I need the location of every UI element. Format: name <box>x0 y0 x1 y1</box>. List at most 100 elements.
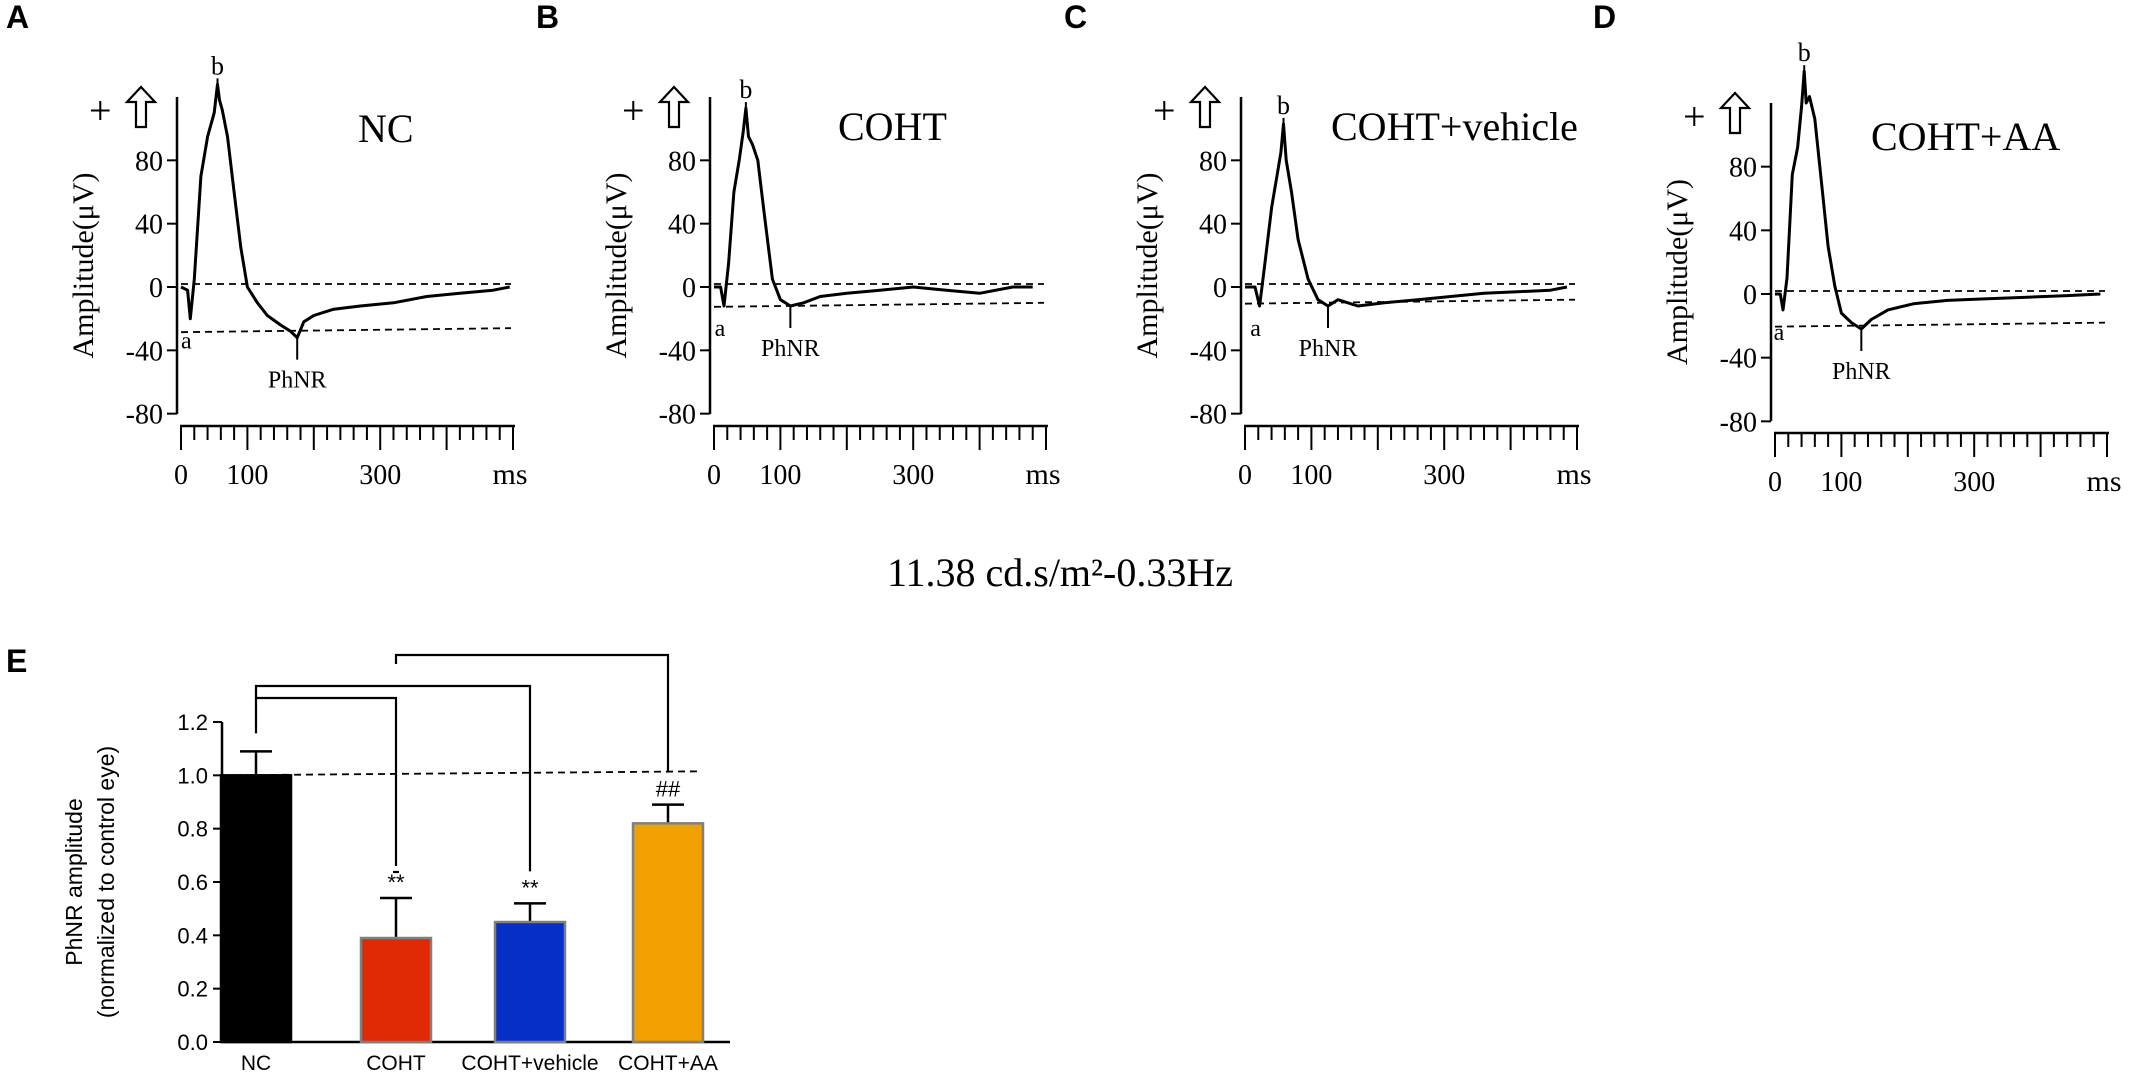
y-tick-label: -80 <box>1720 407 1757 438</box>
bracket-coht-aa <box>394 653 670 773</box>
bar-group: COHT ** <box>359 870 433 1074</box>
polarity-label: + <box>622 88 645 133</box>
panel-title: COHT <box>838 104 947 149</box>
x-tick-label: 0 <box>174 460 188 491</box>
bar-coht-vehicle <box>493 920 567 1044</box>
y-tick-label: 0 <box>149 273 163 304</box>
x-tick-label: 300 <box>359 460 401 491</box>
phnr-label: PhNR <box>268 368 327 394</box>
bar-group: COHT+AA ## <box>618 777 718 1074</box>
panel-letter: B <box>536 0 559 35</box>
bar-coht-aa <box>631 822 705 1044</box>
y-tick-label: 0.2 <box>177 977 208 1002</box>
y-tick-label: 80 <box>1199 146 1227 177</box>
panel-title: NC <box>358 106 414 151</box>
panel-a: A 80 40 0 -40 -80 + Amplitude(μV) 0 100 300 ms NC b a P… <box>6 0 528 491</box>
y-tick-label: 80 <box>668 146 696 177</box>
x-tick-label: 300 <box>1953 467 1995 498</box>
panel-b: B 80 40 0 -40 -80 + Amplitude(μV) 0 100 300 ms COHT b… <box>536 0 1061 491</box>
y-tick-label: 1.2 <box>177 710 208 735</box>
x-axis-unit: ms <box>1025 458 1060 491</box>
x-axis-unit: ms <box>1556 458 1591 491</box>
y-axis-label: Amplitude(μV) <box>1131 172 1164 358</box>
polarity-label: + <box>1683 94 1706 139</box>
x-tick-label: NC <box>241 1052 271 1074</box>
y-tick-label: 40 <box>668 210 696 241</box>
panel-e: E 0.0 0.2 0.4 0.6 0.8 1.0 1.2 PhNR amplitude (nor… <box>6 643 730 1074</box>
y-tick-label: 0.6 <box>177 870 208 895</box>
reference-dashed-line <box>221 770 701 777</box>
x-tick-label: 300 <box>1423 460 1465 491</box>
y-axis-label-2: (normalized to control eye) <box>93 746 119 1018</box>
erg-trace <box>180 82 510 340</box>
x-axis-unit: ms <box>492 458 527 491</box>
y-tick-label: -80 <box>659 400 696 431</box>
bar-coht <box>359 936 433 1044</box>
phnr-label: PhNR <box>1299 336 1358 362</box>
x-tick-label: COHT <box>366 1052 426 1074</box>
y-tick-label: 40 <box>1729 216 1757 247</box>
bar-group: COHT+vehicle ** <box>461 875 598 1074</box>
erg-trace <box>1245 122 1568 308</box>
up-arrow-icon <box>1718 91 1752 135</box>
significance-annotation: ## <box>656 777 681 802</box>
up-arrow-icon <box>657 85 691 129</box>
a-wave-label: a <box>1250 316 1261 342</box>
x-tick-label: 300 <box>892 460 934 491</box>
b-wave-label: b <box>211 51 224 80</box>
erg-trace <box>1775 69 2101 331</box>
stimulus-label: 11.38 cd.s/m²-0.33Hz <box>887 550 1233 595</box>
panel-letter: A <box>6 0 29 35</box>
y-tick-label: 0 <box>1213 273 1227 304</box>
bar-group: NC <box>219 750 293 1074</box>
x-axis-unit: ms <box>2086 465 2121 498</box>
phnr-label: PhNR <box>1832 359 1891 385</box>
a-wave-label: a <box>1774 320 1785 346</box>
x-tick-label: 100 <box>1290 460 1332 491</box>
erg-trace <box>714 106 1033 308</box>
polarity-label: + <box>89 88 112 133</box>
panel-title: COHT+vehicle <box>1331 104 1578 149</box>
y-tick-label: -40 <box>126 336 163 367</box>
y-tick-label: 0.4 <box>177 923 208 948</box>
bar-nc <box>219 774 293 1044</box>
y-tick-label: -80 <box>1190 400 1227 431</box>
phnr-dashed-line <box>1774 321 2106 328</box>
x-tick-label: 100 <box>226 460 268 491</box>
a-wave-label: a <box>181 329 192 355</box>
x-tick-label: 0 <box>1768 467 1782 498</box>
y-tick-label: 1.0 <box>177 763 208 788</box>
y-tick-label: -40 <box>659 336 696 367</box>
y-axis-label: Amplitude(μV) <box>1661 179 1694 365</box>
y-tick-label: 80 <box>135 146 163 177</box>
x-tick-label: 100 <box>1820 467 1862 498</box>
phnr-dashed-line <box>713 301 1045 308</box>
y-tick-label: -80 <box>126 400 163 431</box>
y-tick-label: 0.0 <box>177 1030 208 1055</box>
y-tick-label: -40 <box>1190 336 1227 367</box>
x-tick-label: 0 <box>707 460 721 491</box>
b-wave-label: b <box>1277 91 1290 120</box>
y-tick-label: 80 <box>1729 153 1757 184</box>
significance-annotation: ** <box>521 875 539 900</box>
y-tick-label: 0.8 <box>177 817 208 842</box>
panel-title: COHT+AA <box>1871 114 2060 159</box>
phnr-dashed-line <box>180 327 512 334</box>
y-tick-label: 40 <box>1199 210 1227 241</box>
polarity-label: + <box>1153 88 1176 133</box>
phnr-label: PhNR <box>761 336 820 362</box>
panel-letter: C <box>1064 0 1087 35</box>
panel-d: D 80 40 0 -40 -80 + Amplitude(μV) 0 100 300 ms COHT+… <box>1593 0 2122 498</box>
a-wave-label: a <box>715 316 726 342</box>
y-tick-label: 0 <box>1743 280 1757 311</box>
b-wave-label: b <box>1798 38 1811 67</box>
y-axis-label: PhNR amplitude <box>61 798 87 965</box>
panel-letter: E <box>6 643 27 679</box>
y-axis-label: Amplitude(μV) <box>67 172 100 358</box>
bracket-nc-vehicle <box>254 684 532 872</box>
x-tick-label: 0 <box>1238 460 1252 491</box>
up-arrow-icon <box>124 85 158 129</box>
significance-annotation: ** <box>387 870 405 895</box>
bracket-nc-coht <box>254 696 398 866</box>
y-tick-label: -40 <box>1720 344 1757 375</box>
